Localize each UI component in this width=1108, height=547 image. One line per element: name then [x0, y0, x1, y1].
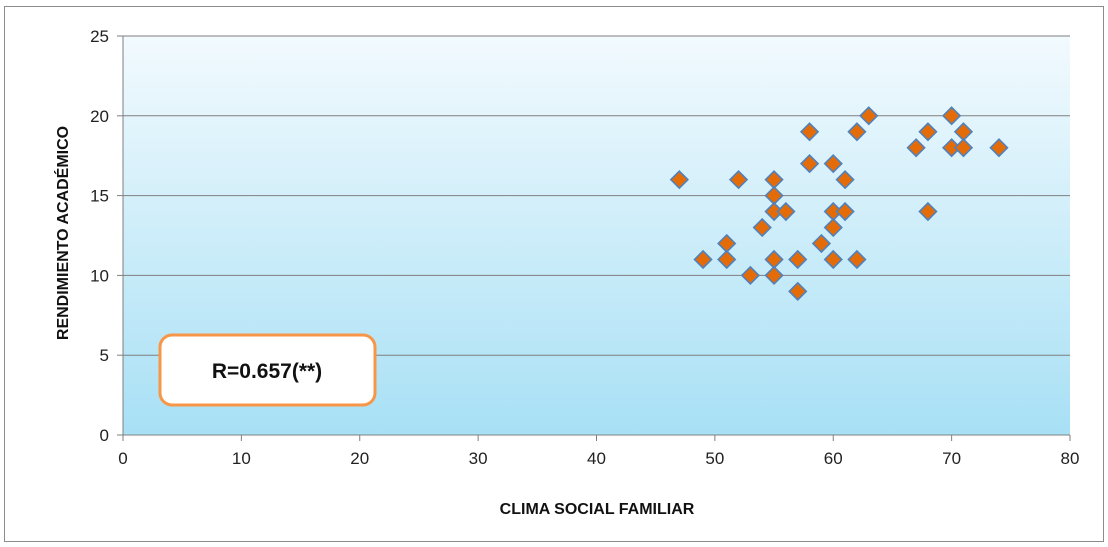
x-tick-label: 70: [942, 449, 961, 468]
data-point: [835, 170, 855, 190]
x-tick-label: 80: [1061, 449, 1080, 468]
data-points: [669, 106, 1009, 301]
data-point: [764, 265, 784, 286]
data-point: [693, 249, 713, 270]
data-point: [717, 249, 737, 270]
data-point: [823, 249, 843, 270]
x-tick-label: 20: [350, 449, 369, 468]
data-point: [847, 122, 867, 142]
data-point: [953, 138, 974, 158]
data-point: [823, 154, 843, 174]
data-point: [835, 201, 855, 222]
data-point: [859, 106, 879, 126]
y-tick-label: 15: [90, 187, 109, 206]
x-axis-title: CLIMA SOCIAL FAMILIAR: [500, 501, 695, 518]
data-point: [918, 201, 938, 222]
data-point: [799, 154, 820, 174]
x-tick-label: 30: [469, 449, 488, 468]
data-point: [669, 170, 689, 190]
data-point: [740, 265, 761, 286]
data-point: [823, 217, 843, 238]
data-point: [811, 233, 832, 254]
x-axis-ticks: 0 10 20 30 40 50 60 70 80: [118, 435, 1079, 468]
annotation-text: R=0.657(**): [212, 360, 322, 383]
gridlines: [123, 35, 1070, 356]
y-tick-label: 0: [100, 426, 109, 445]
data-point: [799, 122, 820, 142]
x-tick-label: 40: [587, 449, 606, 468]
y-axis-title: RENDIMIENTO ACADÉMICO: [53, 126, 72, 340]
y-tick-label: 20: [90, 107, 109, 126]
data-point: [776, 201, 796, 222]
y-tick-label: 5: [100, 346, 109, 365]
x-tick-label: 0: [118, 449, 127, 468]
data-point: [752, 217, 772, 238]
data-point: [728, 170, 749, 190]
data-point: [989, 138, 1009, 158]
data-point: [941, 106, 962, 126]
x-tick-label: 60: [824, 449, 843, 468]
y-tick-label: 10: [90, 266, 109, 285]
data-point: [847, 249, 867, 270]
data-point: [788, 281, 808, 301]
y-axis-ticks: 0 5 10 15 20 25: [90, 27, 123, 445]
data-point: [906, 138, 926, 158]
data-point: [918, 122, 938, 142]
y-tick-label: 25: [90, 27, 109, 46]
data-point: [788, 249, 808, 270]
x-tick-label: 50: [705, 449, 724, 468]
x-tick-label: 10: [232, 449, 251, 468]
annotation-box: [158, 333, 377, 407]
correlation-annotation: R=0.657(**): [158, 333, 377, 407]
